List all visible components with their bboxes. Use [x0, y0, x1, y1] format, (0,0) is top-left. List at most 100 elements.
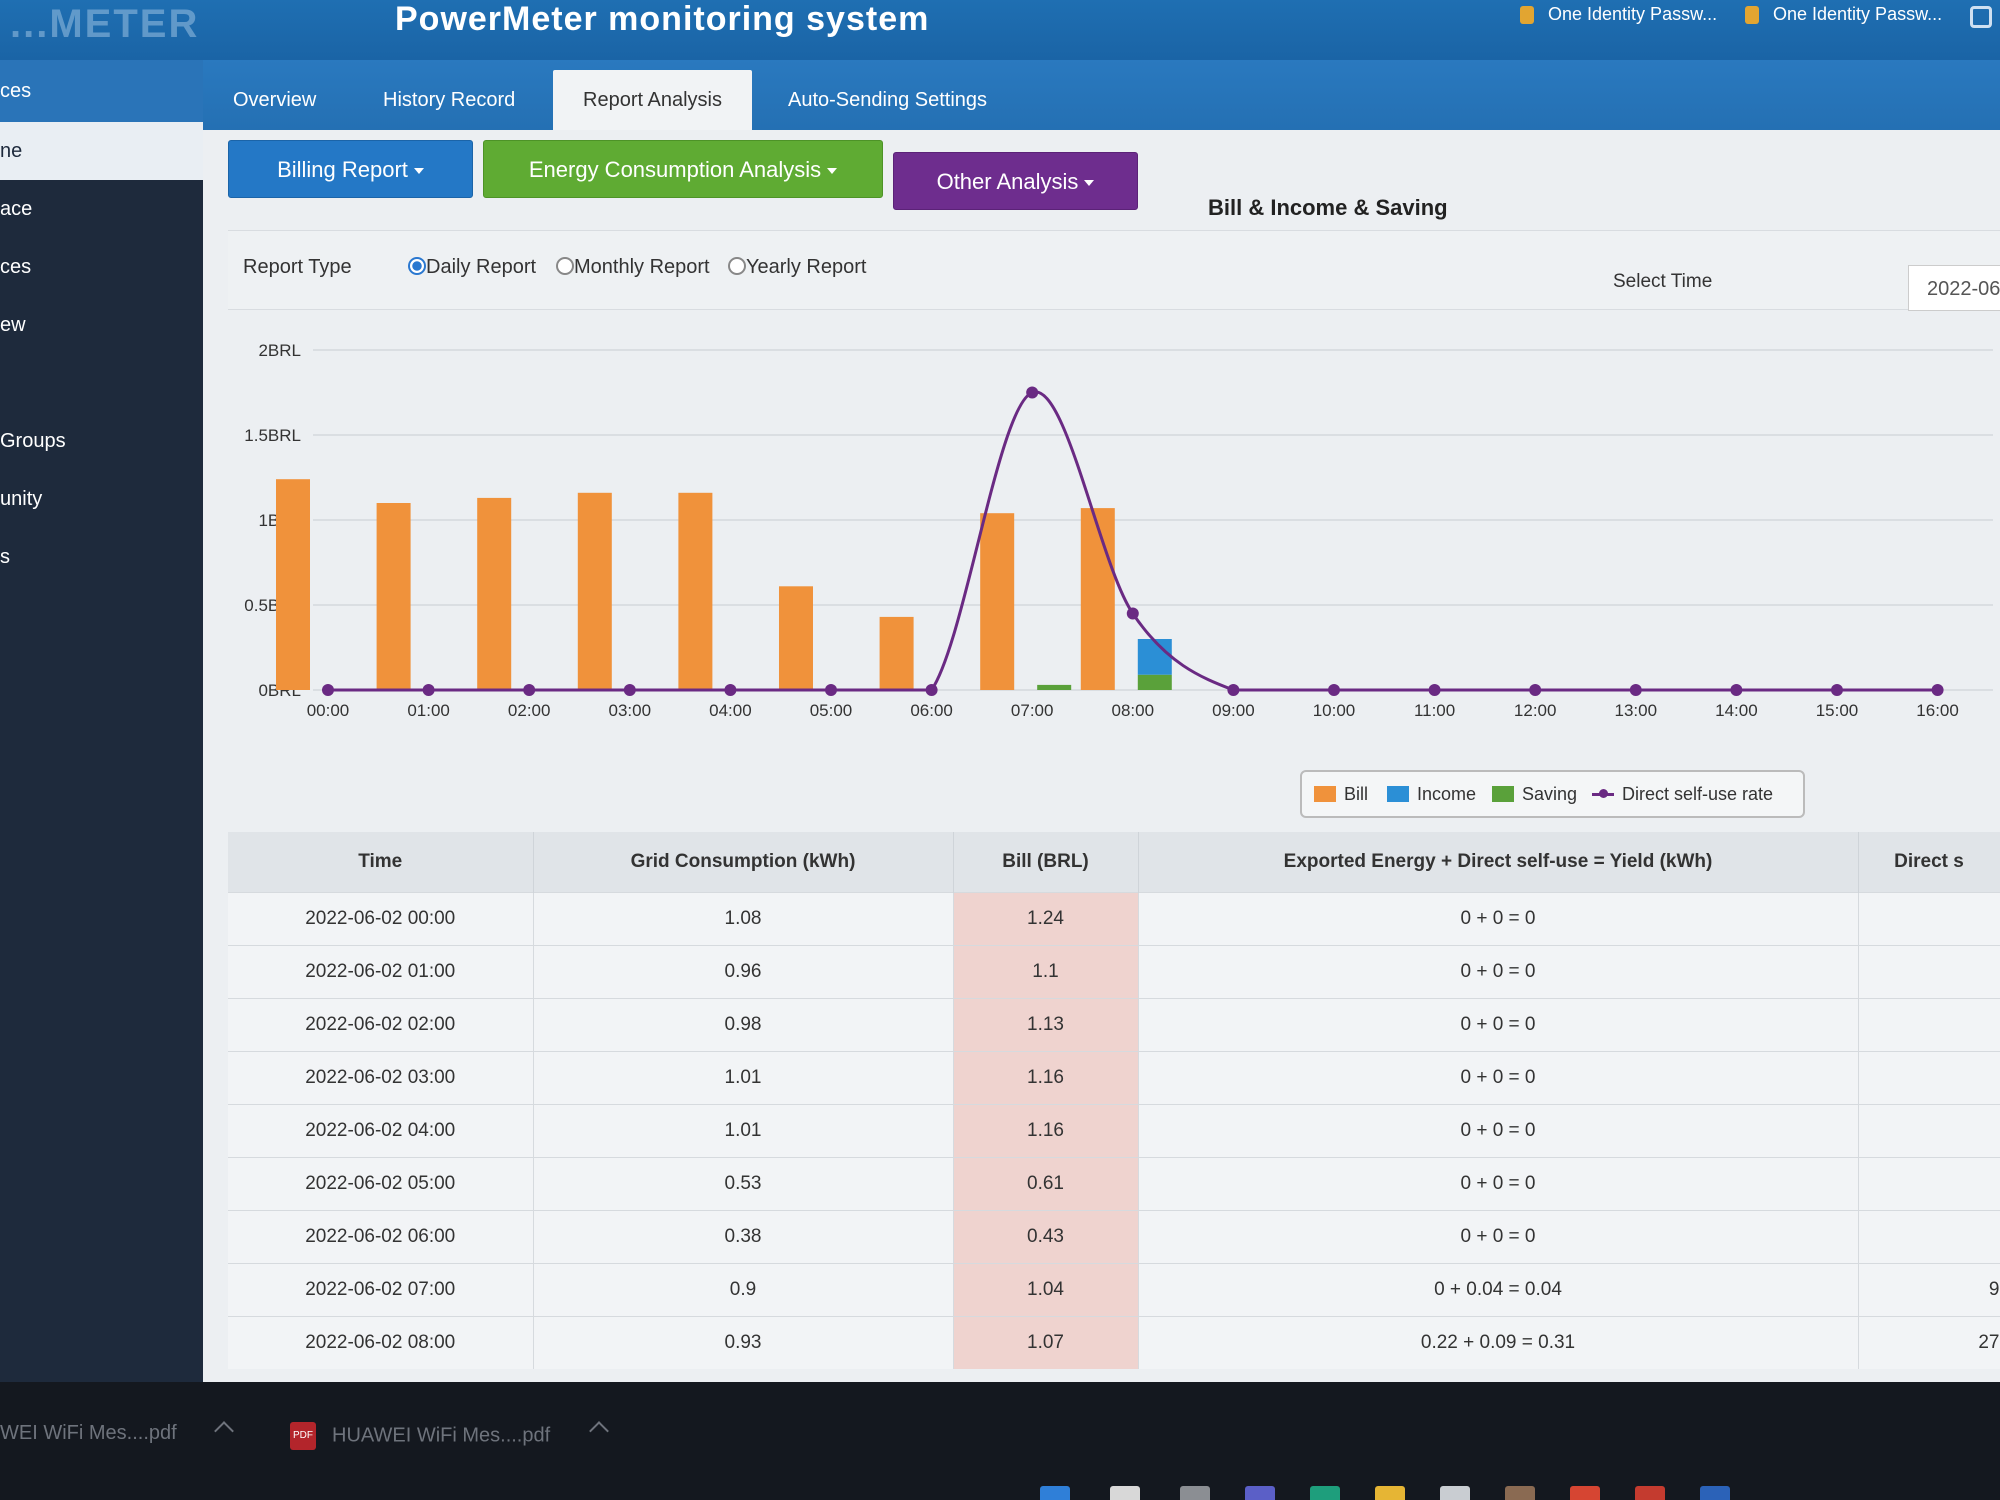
- mail-icon[interactable]: [1505, 1486, 1535, 1500]
- sidebar-item-community[interactable]: unity: [0, 488, 43, 510]
- x-tick-label: 05:00: [810, 701, 853, 720]
- column-header-grid-consumption[interactable]: Grid Consumption (kWh): [533, 832, 954, 892]
- cell-direct: [1858, 1103, 2000, 1157]
- caret-down-icon: [1084, 180, 1095, 187]
- column-header-bill[interactable]: Bill (BRL): [953, 832, 1139, 892]
- date-input[interactable]: 2022-06-02: [1908, 265, 2000, 311]
- radio-monthly-report[interactable]: Monthly Report: [556, 256, 710, 279]
- windows-start-icon[interactable]: [1040, 1486, 1070, 1500]
- legend-swatch: [1314, 786, 1336, 802]
- cell-time: 2022-06-02 04:00: [228, 1103, 534, 1157]
- report-filter: Report Type Daily Report Monthly Report …: [228, 230, 2000, 311]
- key-icon: [1745, 6, 1759, 25]
- billing-report-button[interactable]: Billing Report: [228, 140, 473, 198]
- bill-income-saving-chart: 0BRL0.5BRL1BRL1.5BRL2BRL00:0001:0002:000…: [244, 341, 1993, 720]
- legend-saving[interactable]: Saving: [1492, 784, 1577, 805]
- sidebar-item-workspace[interactable]: ace: [0, 198, 33, 220]
- report-type-label: Report Type: [243, 256, 352, 278]
- bill-bar: [477, 497, 512, 690]
- lock-icon[interactable]: [1970, 6, 1992, 28]
- office-icon[interactable]: [1635, 1486, 1665, 1500]
- x-tick-label: 03:00: [609, 701, 652, 720]
- store-icon[interactable]: [1440, 1486, 1470, 1500]
- legend-swatch: [1492, 786, 1514, 802]
- income-bar: [1137, 639, 1172, 675]
- saving-bar: [1137, 674, 1172, 690]
- legend-income[interactable]: Income: [1387, 784, 1476, 805]
- cell-yield: 0.22 + 0.09 = 0.31: [1138, 1315, 1859, 1369]
- radio-unchecked-icon: [556, 257, 574, 275]
- self-use-rate-point: [1327, 684, 1340, 696]
- tab-report-analysis[interactable]: Report Analysis: [553, 70, 752, 130]
- cell-time: 2022-06-02 00:00: [228, 891, 534, 945]
- tab-history-record[interactable]: History Record: [383, 89, 516, 111]
- table-row: 2022-06-02 04:00 1.01 1.16 0 + 0 = 0: [228, 1103, 2000, 1157]
- legend-bill[interactable]: Bill: [1314, 784, 1368, 805]
- x-tick-label: 07:00: [1011, 701, 1054, 720]
- edge-icon[interactable]: [1310, 1486, 1340, 1500]
- cell-bill: 0.43: [953, 1209, 1139, 1263]
- column-header-time[interactable]: Time: [228, 832, 534, 892]
- bill-bar: [577, 492, 612, 690]
- cell-bill: 1.13: [953, 997, 1139, 1051]
- chevron-up-icon[interactable]: [589, 1421, 609, 1441]
- x-tick-label: 13:00: [1615, 701, 1658, 720]
- radio-checked-icon: [408, 257, 426, 275]
- cell-bill: 1.16: [953, 1050, 1139, 1104]
- sidebar-item-devices[interactable]: ces: [0, 80, 32, 102]
- self-use-rate-point: [1026, 386, 1039, 399]
- sidebar-item-overview[interactable]: ew: [0, 314, 26, 336]
- chrome-icon[interactable]: [1570, 1486, 1600, 1500]
- legend-line-marker: [1592, 789, 1614, 798]
- chevron-up-icon[interactable]: [214, 1421, 234, 1441]
- sidebar-item-settings[interactable]: s: [0, 546, 10, 568]
- download-item[interactable]: WEI WiFi Mes....pdf: [0, 1422, 177, 1444]
- legend-direct-self-use-rate[interactable]: Direct self-use rate: [1592, 784, 1773, 805]
- table-header-row: Time Grid Consumption (kWh) Bill (BRL) E…: [228, 832, 2000, 892]
- y-tick-label: 1.5BRL: [244, 426, 301, 445]
- search-icon[interactable]: [1110, 1486, 1140, 1500]
- radio-daily-report[interactable]: Daily Report: [408, 256, 536, 279]
- cell-time: 2022-06-02 08:00: [228, 1315, 534, 1369]
- tab-overview[interactable]: Overview: [233, 89, 317, 111]
- bill-bar: [879, 616, 914, 690]
- self-use-rate-point: [623, 684, 636, 696]
- radio-yearly-report[interactable]: Yearly Report: [728, 256, 866, 279]
- password-manager-tray-2[interactable]: One Identity Passw...: [1745, 4, 1942, 25]
- tab-auto-sending-settings[interactable]: Auto-Sending Settings: [788, 89, 988, 111]
- cell-bill: 1.16: [953, 1103, 1139, 1157]
- sidebar: ces ne ace ces ew Groups unity s: [0, 60, 203, 1382]
- report-content: Billing Report Energy Consumption Analys…: [203, 130, 2000, 1382]
- saving-bar: [1037, 684, 1072, 690]
- cell-time: 2022-06-02 01:00: [228, 944, 534, 998]
- teams-icon[interactable]: [1245, 1486, 1275, 1500]
- sidebar-item-devices-2[interactable]: ces: [0, 256, 32, 278]
- cell-yield: 0 + 0 = 0: [1138, 891, 1859, 945]
- folder-icon[interactable]: [1375, 1486, 1405, 1500]
- table-row: 2022-06-02 03:00 1.01 1.16 0 + 0 = 0: [228, 1050, 2000, 1104]
- cell-direct: [1858, 1156, 2000, 1210]
- select-time-label: Select Time: [1613, 271, 1713, 292]
- x-tick-label: 11:00: [1414, 701, 1455, 720]
- self-use-rate-point: [925, 684, 938, 696]
- cell-bill: 1.24: [953, 891, 1139, 945]
- password-manager-tray-1[interactable]: One Identity Passw...: [1520, 4, 1717, 25]
- table-row: 2022-06-02 01:00 0.96 1.1 0 + 0 = 0: [228, 944, 2000, 998]
- download-item[interactable]: PDF HUAWEI WiFi Mes....pdf: [290, 1422, 550, 1450]
- word-icon[interactable]: [1700, 1486, 1730, 1500]
- table-row: 2022-06-02 05:00 0.53 0.61 0 + 0 = 0: [228, 1156, 2000, 1210]
- cell-bill: 1.04: [953, 1262, 1139, 1316]
- sidebar-item-home[interactable]: ne: [0, 122, 203, 180]
- other-analysis-button[interactable]: Other Analysis: [893, 152, 1138, 210]
- column-header-direct[interactable]: Direct s: [1858, 832, 2000, 892]
- x-tick-label: 15:00: [1816, 701, 1859, 720]
- cell-bill: 1.07: [953, 1315, 1139, 1369]
- task-view-icon[interactable]: [1180, 1486, 1210, 1500]
- cell-yield: 0 + 0 = 0: [1138, 1050, 1859, 1104]
- energy-consumption-button[interactable]: Energy Consumption Analysis: [483, 140, 883, 198]
- x-tick-label: 10:00: [1313, 701, 1356, 720]
- sidebar-item-groups[interactable]: Groups: [0, 430, 66, 452]
- cell-time: 2022-06-02 07:00: [228, 1262, 534, 1316]
- column-header-yield[interactable]: Exported Energy + Direct self-use = Yiel…: [1138, 832, 1859, 892]
- tab-bar: Overview History Record Report Analysis …: [203, 60, 2000, 130]
